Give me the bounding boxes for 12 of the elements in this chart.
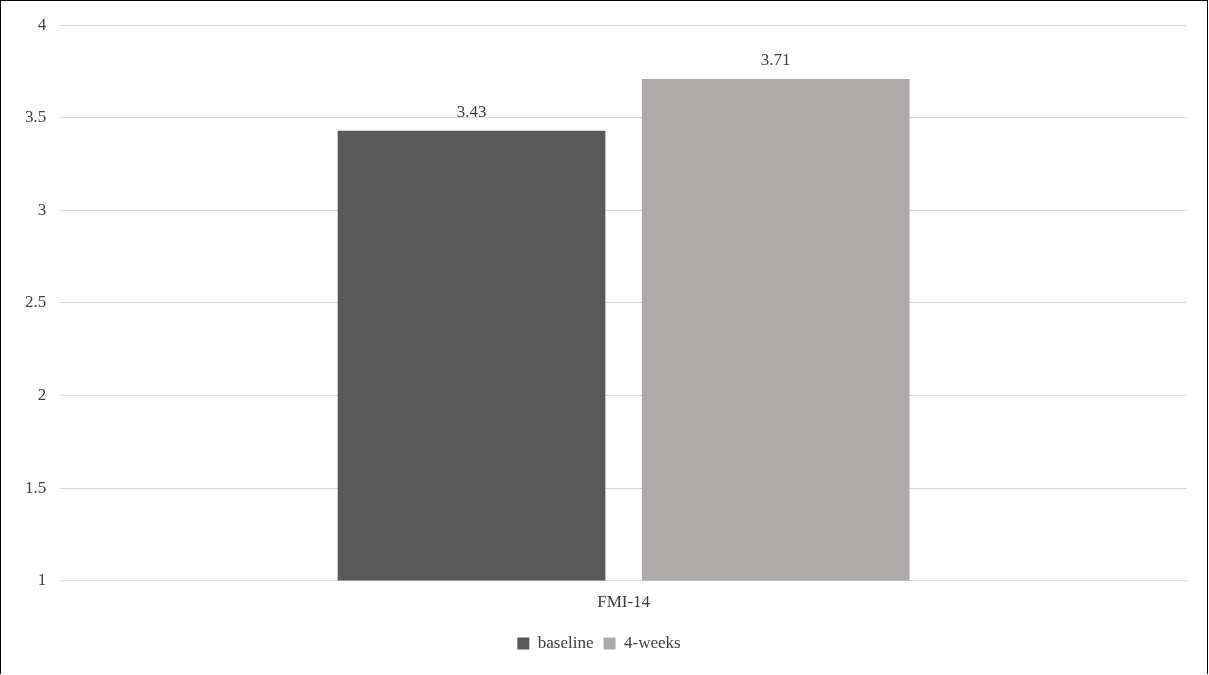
y-tick-label: 1.5 — [25, 477, 47, 497]
y-tick-label: 2 — [37, 384, 47, 404]
legend-label: baseline — [537, 632, 594, 652]
y-tick-label: 1 — [37, 570, 47, 590]
data-label: 3.71 — [760, 49, 791, 69]
legend-label: 4-weeks — [624, 632, 681, 652]
y-tick-label: 3.5 — [25, 107, 47, 127]
y-tick-label: 2.5 — [25, 292, 47, 312]
y-tick-label: 3 — [37, 199, 47, 219]
y-tick-label: 4 — [37, 14, 47, 34]
x-tick-label: FMI-14 — [597, 592, 651, 612]
data-label: 3.43 — [456, 101, 487, 121]
